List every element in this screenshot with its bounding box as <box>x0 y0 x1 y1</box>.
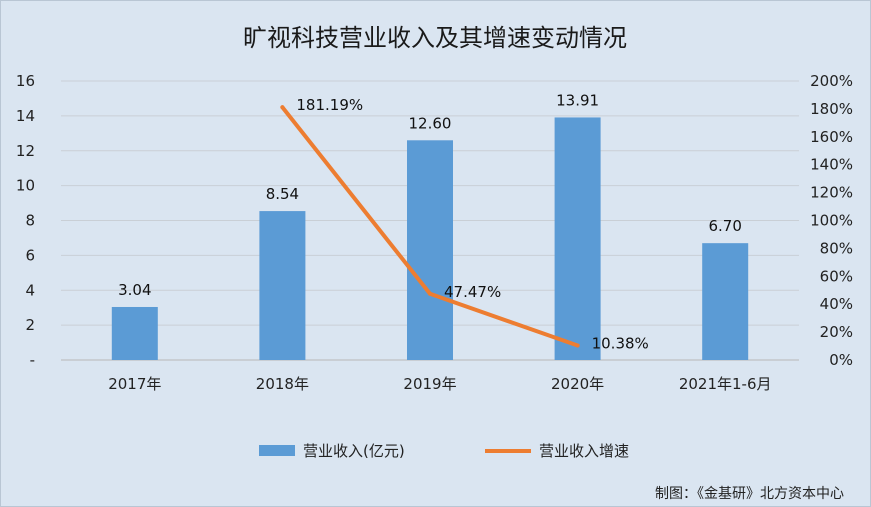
left-axis-tick-label: 14 <box>16 107 35 125</box>
left-axis-tick-label: 2 <box>25 316 35 334</box>
legend-label-growth: 营业收入增速 <box>539 442 629 460</box>
right-axis-tick-label: 180% <box>810 100 853 118</box>
line-point <box>280 105 285 110</box>
x-axis: 2017年 2018年 2019年 2020年 2021年1-6月 <box>108 375 771 393</box>
left-axis-tick-label: 6 <box>25 246 35 264</box>
right-axis: 0% 20% 40% 60% 80% 100% 120% 140% 160% 180% 200% <box>810 72 853 369</box>
line-point <box>428 291 432 296</box>
right-axis-tick-label: 20% <box>820 323 853 341</box>
bar-data-label: 13.91 <box>556 91 599 109</box>
x-axis-tick-label: 2021年1-6月 <box>679 375 772 393</box>
left-axis-tick-label: 4 <box>25 281 35 299</box>
line-data-label: 181.19% <box>296 96 363 114</box>
data-labels: 3.04 8.54 12.60 13.91 6.70 181.19% 47.47% 10.38… <box>118 91 742 352</box>
right-axis-tick-label: 40% <box>820 295 853 313</box>
line-data-label: 47.47% <box>444 283 501 301</box>
right-axis-tick-label: 80% <box>820 239 853 257</box>
bar <box>554 117 601 361</box>
left-axis-tick-label: 16 <box>16 72 35 90</box>
left-axis: - 2 4 6 8 10 12 14 16 <box>16 72 35 369</box>
left-axis-tick-label: 12 <box>16 142 35 160</box>
line-data-label: 10.38% <box>592 335 649 353</box>
legend-swatch-bar <box>259 445 295 456</box>
chart-title: 旷视科技营业收入及其增速变动情况 <box>243 24 627 52</box>
right-axis-tick-label: 200% <box>810 72 853 90</box>
right-axis-tick-label: 60% <box>820 267 853 285</box>
x-axis-tick-label: 2019年 <box>403 375 456 393</box>
bar <box>111 306 158 360</box>
x-axis-tick-label: 2018年 <box>256 375 309 393</box>
right-axis-tick-label: 160% <box>810 128 853 146</box>
bar-data-label: 8.54 <box>266 185 299 203</box>
legend: 营业收入(亿元) 营业收入增速 <box>259 442 629 460</box>
right-axis-tick-label: 140% <box>810 156 853 174</box>
x-axis-tick-label: 2020年 <box>551 375 604 393</box>
line-series <box>280 105 580 348</box>
right-axis-tick-label: 100% <box>810 212 853 230</box>
left-axis-tick-label: 10 <box>16 177 35 195</box>
right-axis-tick-label: 120% <box>810 184 853 202</box>
line-point <box>575 343 580 348</box>
right-axis-tick-label: 0% <box>829 351 853 369</box>
bar <box>407 140 453 360</box>
bar <box>702 243 749 360</box>
bar <box>259 211 306 360</box>
left-axis-tick-label: 8 <box>25 212 35 230</box>
x-axis-tick-label: 2017年 <box>108 375 161 393</box>
bar-data-label: 6.70 <box>708 217 741 235</box>
bar-series <box>111 117 749 361</box>
bar-data-label: 12.60 <box>409 114 452 132</box>
bar-data-label: 3.04 <box>118 281 151 299</box>
legend-label-revenue: 营业收入(亿元) <box>303 442 405 460</box>
left-axis-tick-label: - <box>30 351 35 369</box>
source-credit: 制图：《金基研》北方资本中心 <box>655 485 844 502</box>
